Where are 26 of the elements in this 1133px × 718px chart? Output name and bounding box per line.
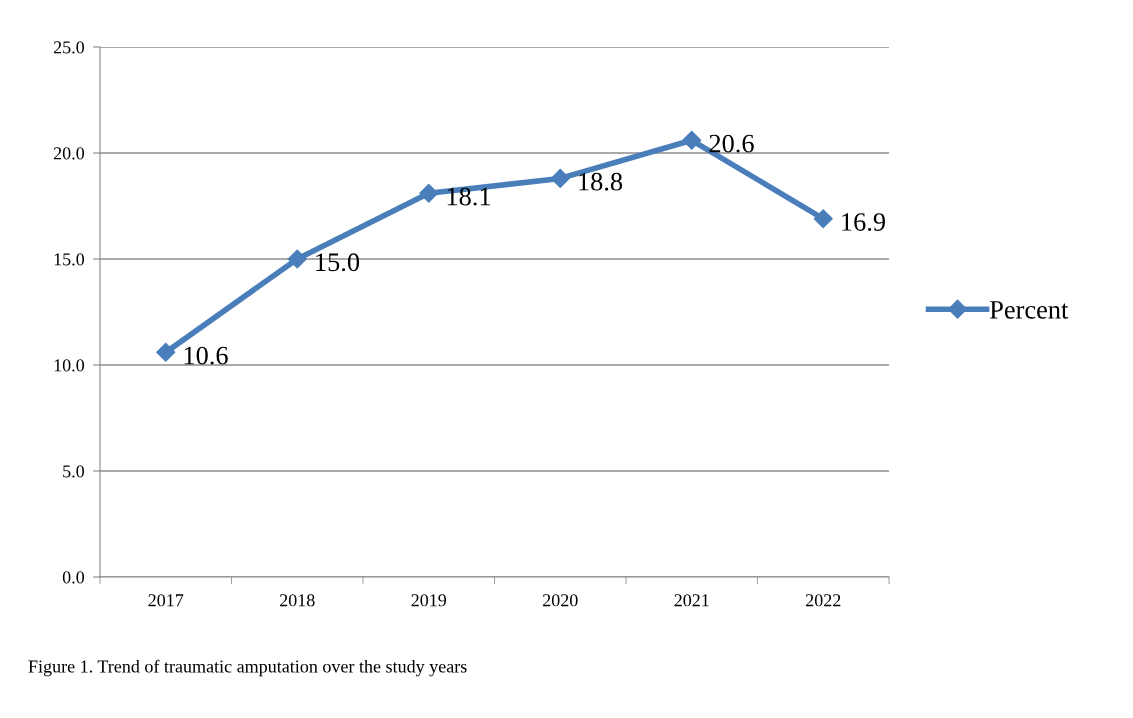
- data-label: 18.8: [579, 172, 623, 191]
- y-tick-label: 5.0: [63, 465, 85, 478]
- point: [287, 249, 307, 269]
- point: [419, 183, 439, 203]
- y-tick-label: 10.0: [54, 359, 85, 372]
- point: [682, 130, 702, 150]
- x-tick-label: 2018: [279, 594, 315, 607]
- data-label: 20.6: [709, 134, 754, 153]
- y-tick-label: 20.0: [53, 147, 85, 160]
- x-tick-label: 2022: [805, 594, 841, 607]
- data-label: 16.9: [842, 213, 886, 231]
- y-tick-label: 15.0: [54, 253, 85, 266]
- point: [813, 209, 833, 229]
- caption: Figure 1. Trend of traumatic amputation over the study years: [28, 659, 467, 677]
- x-tick-label: 2019: [411, 594, 447, 607]
- x-tick-label: 2020: [542, 594, 578, 607]
- y-tick-label: 25.0: [53, 41, 85, 54]
- x-tick-label: 2021: [674, 594, 709, 607]
- y-tick-label: 0.0: [62, 571, 85, 584]
- point: [156, 342, 176, 362]
- legend-label: Percent: [989, 301, 1069, 319]
- x-tick-label: 2017: [148, 594, 184, 607]
- data-label: 10.6: [184, 346, 228, 365]
- data-label: 18.1: [447, 187, 491, 206]
- data-label: 15.0: [316, 253, 360, 272]
- point: [550, 168, 570, 188]
